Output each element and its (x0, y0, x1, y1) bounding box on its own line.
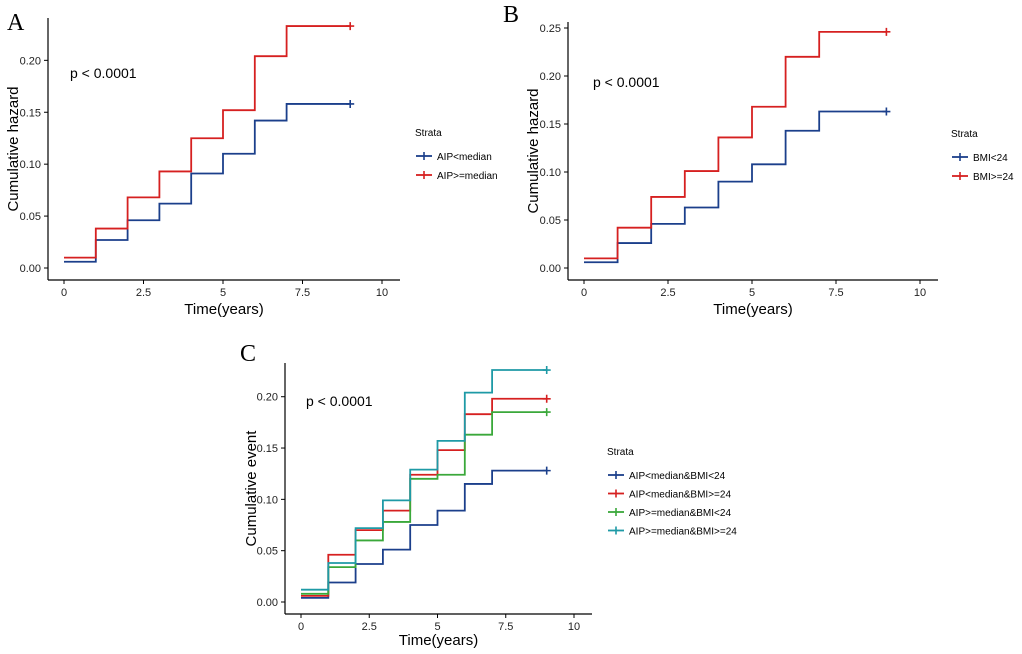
x-tick-label: 2.5 (660, 287, 675, 299)
panel-a: A 0 2.5 5 7.5 10 0.00 0.05 0.10 0.15 0.20 Time(year… (5, 10, 498, 318)
panel-letter: B (503, 2, 519, 28)
legend-entry: AIP>=median&BMI>=24 (629, 527, 737, 538)
x-tick-label: 5 (749, 287, 755, 299)
censor-mark (346, 22, 355, 31)
y-tick-label: 0.10 (20, 159, 41, 171)
y-axis-label: Cumulative event (243, 430, 260, 547)
censor-mark (542, 366, 551, 375)
x-tick-label: 2.5 (136, 287, 151, 299)
legend: Strata AIP<median AIP>=median (415, 128, 498, 182)
y-tick-label: 0.15 (257, 443, 278, 455)
y-tick-label: 0.05 (540, 215, 561, 227)
legend-entry: AIP>=median (437, 171, 498, 182)
censor-mark (346, 99, 355, 108)
legend-entry: AIP<median&BMI>=24 (629, 490, 731, 501)
panel-c: C 0 2.5 5 7.5 10 0.00 0.05 0.10 0.15 0.20 Time(year… (240, 341, 737, 649)
x-tick-label: 2.5 (362, 621, 377, 633)
y-tick-label: 0.10 (257, 494, 278, 506)
x-tick-label: 7.5 (828, 287, 843, 299)
censor-mark (542, 394, 551, 403)
x-tick-label: 10 (914, 287, 926, 299)
x-axis-label: Time(years) (184, 301, 263, 318)
series-line-AIP>=median&BMI>=24 (301, 369, 547, 591)
series-line-BMI<24 (584, 110, 887, 264)
p-value-annotation: p < 0.0001 (70, 65, 137, 81)
x-tick-label: 7.5 (498, 621, 513, 633)
y-tick-label: 0.05 (20, 211, 41, 223)
series-line-BMI>=24 (584, 30, 887, 260)
y-tick-label: 0.00 (540, 263, 561, 275)
x-tick-label: 10 (568, 621, 580, 633)
censor-mark (882, 107, 891, 116)
panel-letter: A (7, 10, 25, 36)
x-tick-label: 10 (376, 287, 388, 299)
series-line-AIP>=median (64, 25, 351, 259)
series-line-AIP>=median&BMI<24 (301, 411, 547, 595)
y-tick-label: 0.10 (540, 167, 561, 179)
y-axis-label: Cumulative hazard (525, 88, 542, 213)
series-line-AIP<median&BMI<24 (301, 469, 547, 599)
y-tick-label: 0.15 (20, 107, 41, 119)
x-tick-label: 5 (220, 287, 226, 299)
legend: Strata AIP<median&BMI<24 AIP<median&BMI>=2… (607, 447, 737, 538)
y-tick-label: 0.00 (20, 263, 41, 275)
legend-entry: AIP<median&BMI<24 (629, 471, 726, 482)
x-tick-label: 5 (434, 621, 440, 633)
legend-entry: AIP<median (437, 152, 492, 163)
x-axis-label: Time(years) (399, 632, 478, 649)
x-axis-label: Time(years) (713, 301, 792, 318)
legend-entry: AIP>=median&BMI<24 (629, 508, 731, 519)
legend-title: Strata (607, 447, 634, 458)
legend-title: Strata (415, 128, 442, 139)
y-tick-label: 0.00 (257, 597, 278, 609)
censor-mark (542, 408, 551, 417)
x-tick-label: 0 (298, 621, 304, 633)
y-tick-label: 0.05 (257, 546, 278, 558)
y-tick-label: 0.25 (540, 23, 561, 35)
panel-b: B 0 2.5 5 7.5 10 0.00 0.05 0.10 0.15 0.20 0.25 Time(… (503, 2, 1014, 318)
y-tick-label: 0.20 (540, 71, 561, 83)
y-tick-label: 0.20 (257, 392, 278, 404)
censor-mark (882, 27, 891, 36)
censor-mark (542, 466, 551, 475)
legend-title: Strata (951, 129, 978, 140)
y-tick-label: 0.15 (540, 119, 561, 131)
y-axis-label: Cumulative hazard (5, 86, 22, 211)
x-tick-label: 0 (61, 287, 67, 299)
x-tick-label: 0 (581, 287, 587, 299)
panel-letter: C (240, 341, 256, 367)
y-tick-label: 0.20 (20, 55, 41, 67)
series-line-AIP<median (64, 103, 351, 263)
x-tick-label: 7.5 (295, 287, 310, 299)
legend-entry: BMI<24 (973, 153, 1008, 164)
legend: Strata BMI<24 BMI>=24 (951, 129, 1014, 183)
p-value-annotation: p < 0.0001 (306, 393, 373, 409)
legend-entry: BMI>=24 (973, 172, 1014, 183)
p-value-annotation: p < 0.0001 (593, 74, 660, 90)
